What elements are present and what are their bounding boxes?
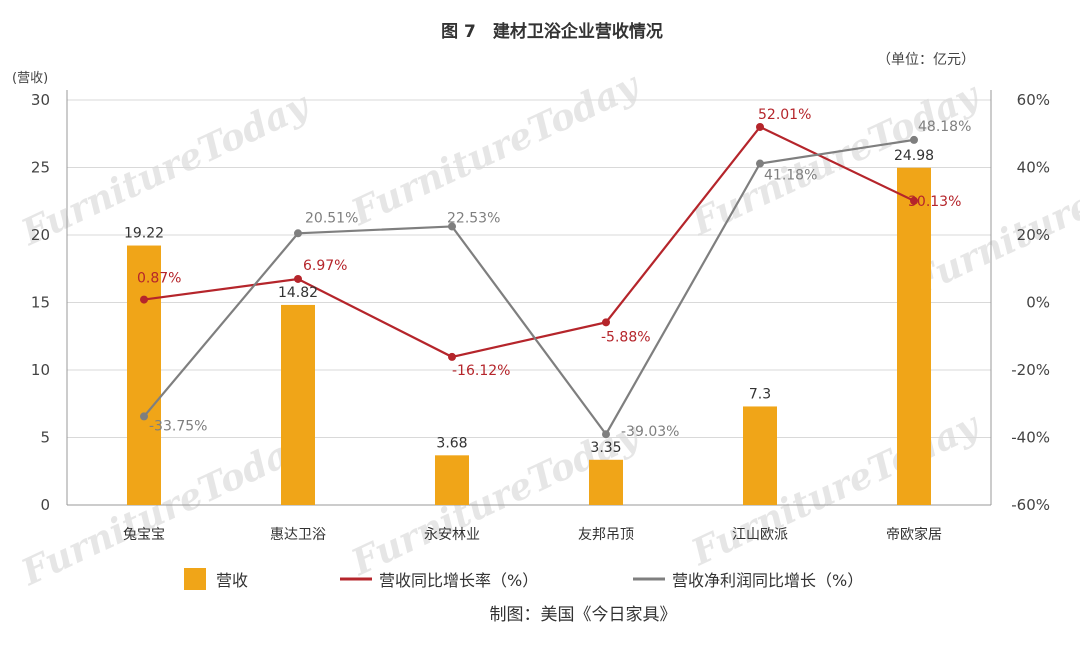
- line-point: [602, 430, 610, 439]
- y2-tick-label: 60%: [1017, 91, 1050, 109]
- x-tick-label: 帝欧家居: [886, 526, 942, 543]
- line-point: [910, 196, 918, 205]
- x-tick-label: 永安林业: [424, 527, 480, 543]
- chart-credit: 制图：美国《今日家具》: [490, 605, 677, 625]
- bar: [435, 455, 469, 505]
- bar-series: [127, 167, 931, 505]
- line-value-label: 52.01%: [758, 107, 811, 123]
- line-point: [910, 135, 918, 144]
- y2-tick-label: -40%: [1011, 429, 1050, 447]
- line-point: [448, 222, 456, 231]
- y-tick-label: 25: [31, 159, 50, 177]
- y2-tick-label: 0%: [1026, 294, 1050, 312]
- y-tick-label: 0: [40, 496, 50, 514]
- bar-value-label: 3.68: [436, 435, 467, 451]
- line-point: [756, 122, 764, 131]
- line-point: [294, 229, 302, 238]
- legend-label: 营收: [216, 571, 248, 590]
- series-line: [143, 138, 915, 437]
- axes: 0 5 10 15 20 25 30 -60% -40% -20% 0% 20% 40% 60% 兔宝宝 惠达…: [31, 90, 1050, 543]
- line-point: [140, 295, 148, 304]
- y2-tick-label: 20%: [1017, 226, 1050, 244]
- x-tick-label: 兔宝宝: [123, 527, 165, 543]
- bar-value-label: 3.35: [590, 440, 621, 456]
- watermark-text: FurnitureToday: [684, 404, 986, 575]
- y-tick-label: 15: [31, 294, 50, 312]
- watermark-text: FurnitureToday: [14, 424, 316, 595]
- bar: [127, 245, 161, 505]
- legend-label: 营收同比增长率（%）: [379, 571, 538, 590]
- line-point: [140, 412, 148, 421]
- line-value-label: -39.03%: [621, 424, 679, 440]
- bar-value-label: 19.22: [124, 226, 164, 242]
- line-point: [294, 274, 302, 283]
- bar: [281, 304, 315, 505]
- bar: [897, 167, 931, 505]
- legend: 营收 营收同比增长率（%） 营收净利润同比增长（%）: [184, 568, 863, 590]
- line-point: [448, 352, 456, 361]
- bar: [743, 406, 777, 505]
- line-value-label: 41.18%: [764, 168, 817, 184]
- chart-title: 图 7 建材卫浴企业营收情况: [441, 21, 663, 42]
- x-tick-label: 江山欧派: [732, 527, 788, 543]
- y-tick-label: 20: [31, 226, 50, 244]
- line-point: [602, 318, 610, 327]
- bar-value-label: 24.98: [894, 148, 934, 164]
- left-axis-label: (营收): [12, 71, 48, 86]
- legend-label: 营收净利润同比增长（%）: [672, 571, 863, 590]
- line-value-label: -16.12%: [452, 363, 510, 379]
- line-value-label: 30.13%: [908, 194, 961, 210]
- line-value-label: 22.53%: [447, 210, 500, 226]
- data-labels: 19.22 14.82 3.68 3.35 7.3 24.98 0.87% 6.97% -16.…: [124, 107, 971, 456]
- watermark-text: FurnitureToday: [14, 84, 316, 255]
- x-tick-label: 友邦吊顶: [578, 527, 634, 543]
- line-value-label: -5.88%: [601, 329, 651, 345]
- bar-value-label: 14.82: [278, 285, 318, 301]
- unit-label: （单位：亿元）: [877, 52, 975, 68]
- bar: [589, 459, 623, 505]
- line-value-label: -33.75%: [149, 418, 207, 434]
- line-point: [756, 159, 764, 168]
- legend-swatch-bar: [184, 568, 206, 590]
- y2-tick-label: 40%: [1017, 159, 1050, 177]
- bar-value-label: 7.3: [749, 386, 771, 402]
- line-series: [140, 122, 918, 439]
- y2-tick-label: -20%: [1011, 361, 1050, 379]
- y-tick-label: 30: [31, 91, 50, 109]
- watermark-text: FurnitureToday: [344, 64, 646, 235]
- x-tick-label: 惠达卫浴: [270, 527, 326, 543]
- series-line: [143, 125, 915, 359]
- y-tick-label: 5: [40, 429, 50, 447]
- gridlines: [67, 99, 991, 438]
- line-value-label: 0.87%: [137, 271, 181, 287]
- y-tick-label: 10: [31, 361, 50, 379]
- y2-tick-label: -60%: [1011, 496, 1050, 514]
- line-value-label: 6.97%: [303, 258, 347, 274]
- line-value-label: 20.51%: [305, 210, 358, 226]
- line-value-label: 48.18%: [918, 119, 971, 135]
